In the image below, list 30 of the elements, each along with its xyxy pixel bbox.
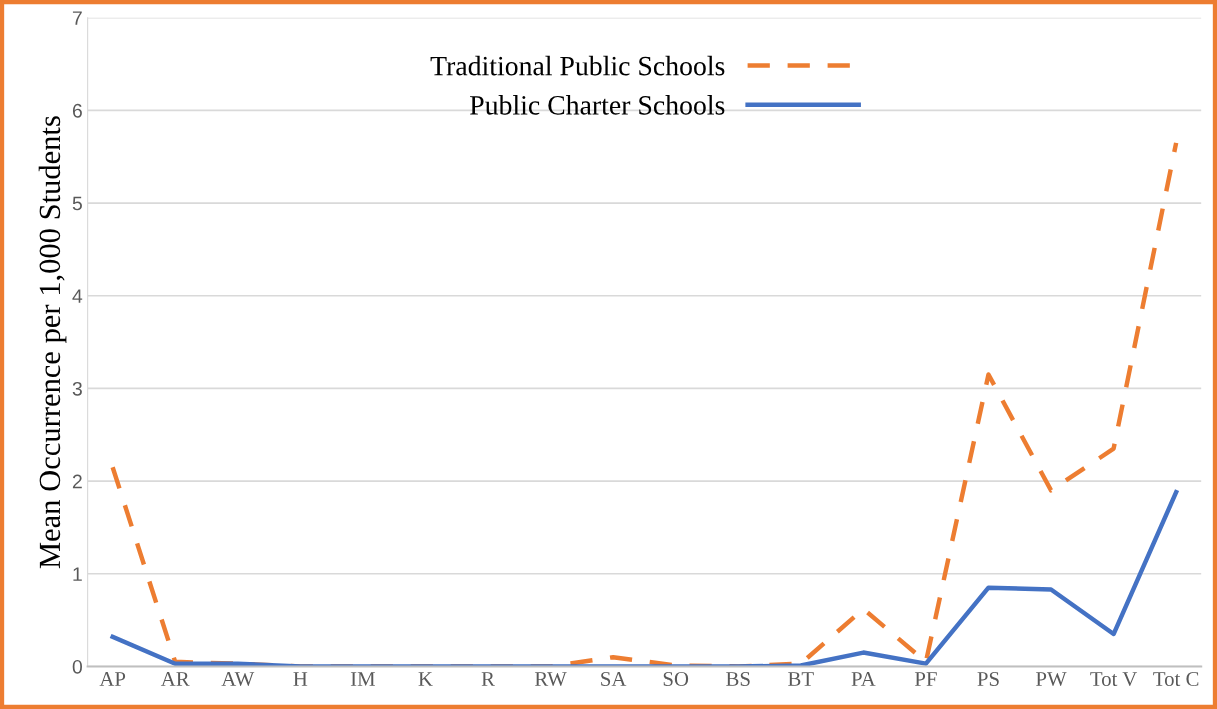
line-series — [110, 490, 1179, 667]
y-tick-label: 2 — [72, 474, 82, 489]
y-tick-label: 4 — [72, 289, 83, 303]
x-tick-label: Tot C — [1153, 671, 1199, 686]
y-axis-title: Mean Occurrence per 1,000 Students — [38, 116, 67, 569]
x-tick-label: RW — [534, 672, 567, 687]
x-tick-label: SA — [601, 671, 627, 686]
y-tick-label: 7 — [72, 11, 82, 25]
x-tick-label: AW — [221, 672, 255, 687]
x-tick-label: IM — [350, 672, 375, 686]
x-tick-label: BT — [788, 672, 814, 686]
y-tick-label: 1 — [73, 567, 82, 581]
x-tick-label: Tot V — [1090, 672, 1138, 687]
y-tick-label: 5 — [72, 196, 82, 211]
x-tick-label: R — [481, 672, 495, 686]
y-tick-label: 3 — [72, 381, 82, 396]
legend-label: Public Charter Schools — [470, 95, 725, 115]
y-tick-label: 6 — [72, 103, 82, 118]
y-tick-label: 0 — [72, 659, 82, 674]
x-tick-label: PW — [1036, 672, 1067, 687]
x-tick-label: PA — [851, 672, 876, 686]
x-tick-label: PF — [914, 672, 937, 686]
x-tick-label: AP — [99, 672, 126, 686]
x-tick-label: K — [418, 672, 433, 686]
x-tick-label: SO — [663, 671, 689, 686]
legend-label: Traditional Public Schools — [430, 55, 725, 76]
x-tick-label: PS — [977, 671, 999, 686]
x-tick-label: H — [293, 672, 308, 686]
x-tick-label: BS — [726, 671, 750, 686]
x-tick-label: AR — [160, 672, 190, 686]
